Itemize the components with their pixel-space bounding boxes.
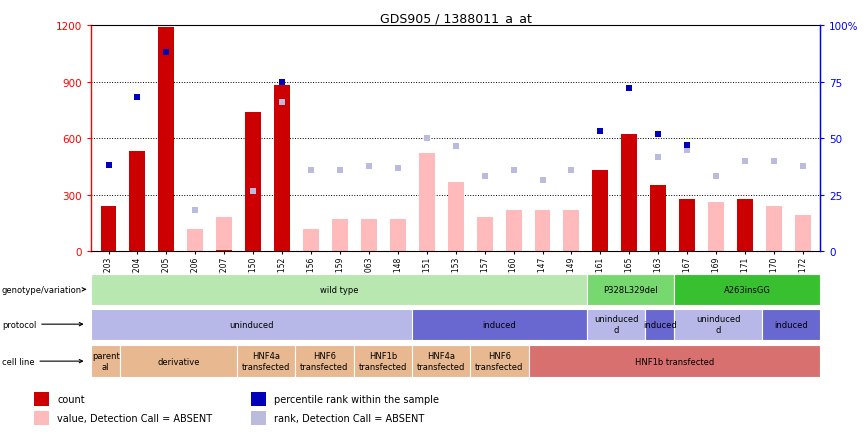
Bar: [216, 218, 233, 252]
Text: rank, Detection Call = ABSENT: rank, Detection Call = ABSENT: [274, 414, 424, 423]
Text: P328L329del: P328L329del: [603, 285, 658, 294]
Bar: [737, 199, 753, 252]
Bar: [529, 345, 820, 377]
Text: A263insGG: A263insGG: [724, 285, 771, 294]
Text: cell line: cell line: [2, 357, 82, 366]
Bar: [361, 220, 377, 252]
Text: HNF1b
transfected: HNF1b transfected: [358, 352, 407, 371]
Bar: [505, 210, 522, 252]
Bar: [645, 309, 674, 340]
Text: HNF6
transfected: HNF6 transfected: [476, 352, 523, 371]
Bar: [795, 216, 811, 252]
Text: HNF4a
transfected: HNF4a transfected: [242, 352, 290, 371]
Text: protocol: protocol: [2, 320, 82, 329]
Bar: [674, 274, 820, 306]
Bar: [390, 220, 406, 252]
Text: uninduced: uninduced: [229, 320, 273, 329]
Bar: [34, 411, 49, 425]
Bar: [129, 152, 145, 252]
Text: derivative: derivative: [157, 357, 200, 366]
Bar: [563, 210, 580, 252]
Text: induced: induced: [774, 320, 808, 329]
Text: HNF6
transfected: HNF6 transfected: [300, 352, 349, 371]
Bar: [680, 199, 695, 252]
Bar: [245, 112, 261, 252]
Bar: [587, 274, 674, 306]
Bar: [650, 186, 667, 252]
Bar: [674, 309, 762, 340]
Text: uninduced
d: uninduced d: [594, 315, 638, 334]
Text: value, Detection Call = ABSENT: value, Detection Call = ABSENT: [57, 414, 213, 423]
Bar: [762, 309, 820, 340]
Bar: [708, 203, 724, 252]
Bar: [535, 210, 550, 252]
Bar: [766, 207, 782, 252]
Bar: [101, 207, 116, 252]
Bar: [621, 135, 637, 252]
Bar: [593, 171, 608, 252]
Bar: [332, 220, 348, 252]
Text: parent
al: parent al: [92, 352, 120, 371]
Bar: [251, 411, 266, 425]
Bar: [91, 345, 121, 377]
Bar: [121, 345, 237, 377]
Bar: [34, 392, 49, 406]
Bar: [412, 309, 587, 340]
Bar: [353, 345, 412, 377]
Text: induced: induced: [483, 320, 516, 329]
Bar: [251, 392, 266, 406]
Bar: [237, 345, 295, 377]
Text: induced: induced: [643, 320, 677, 329]
Bar: [295, 345, 353, 377]
Bar: [274, 86, 290, 252]
Bar: [448, 182, 464, 252]
Title: GDS905 / 1388011_a_at: GDS905 / 1388011_a_at: [380, 12, 531, 25]
Bar: [91, 274, 587, 306]
Bar: [587, 309, 645, 340]
Text: uninduced
d: uninduced d: [696, 315, 740, 334]
Text: HNF4a
transfected: HNF4a transfected: [417, 352, 465, 371]
Bar: [216, 251, 233, 252]
Bar: [158, 28, 174, 252]
Text: genotype/variation: genotype/variation: [2, 285, 85, 294]
Text: percentile rank within the sample: percentile rank within the sample: [274, 394, 439, 404]
Bar: [470, 345, 529, 377]
Bar: [303, 229, 319, 252]
Bar: [187, 229, 203, 252]
Bar: [477, 218, 493, 252]
Text: wild type: wild type: [319, 285, 358, 294]
Text: HNF1b transfected: HNF1b transfected: [635, 357, 714, 366]
Text: count: count: [57, 394, 85, 404]
Bar: [412, 345, 470, 377]
Bar: [418, 154, 435, 252]
Bar: [91, 309, 412, 340]
